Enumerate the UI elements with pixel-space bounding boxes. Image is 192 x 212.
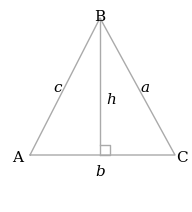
Text: h: h — [106, 93, 116, 107]
Text: b: b — [95, 165, 105, 179]
Text: c: c — [54, 81, 62, 95]
Text: B: B — [94, 10, 106, 24]
Text: C: C — [176, 151, 188, 165]
Text: A: A — [12, 151, 23, 165]
Text: a: a — [140, 81, 150, 95]
